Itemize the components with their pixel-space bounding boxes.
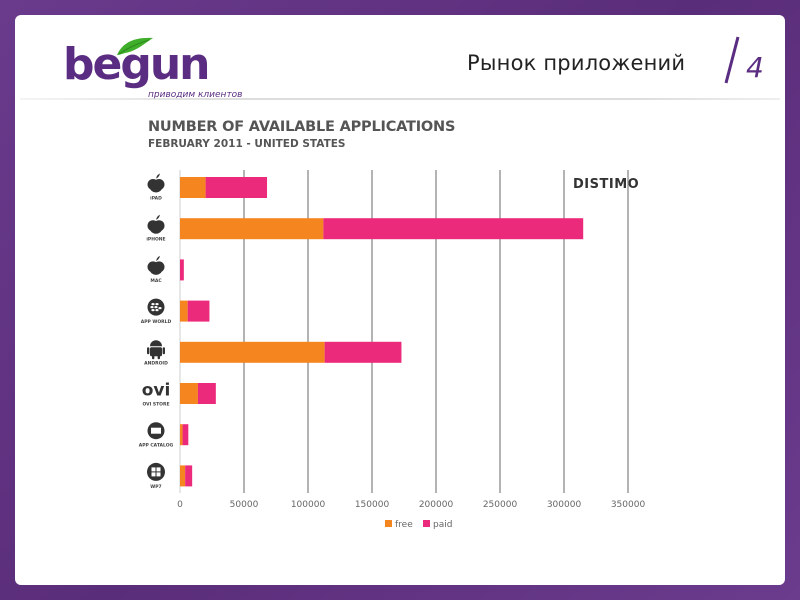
leaf-icon: [117, 37, 153, 55]
slide: begun приводим клиентов Рынок приложений…: [15, 15, 785, 585]
bar-chart: 0 50000 100000 150000 200000 250000 300000 3500…: [139, 170, 646, 530]
blackberry-icon: [147, 298, 165, 316]
chart-subtitle: FEBRUARY 2011 - UNITED STATES: [148, 138, 346, 150]
palm-app-catalog-icon: [147, 422, 165, 440]
x-tick-label: 250000: [483, 500, 518, 510]
header-divider: [20, 98, 780, 100]
category-label: APP CATALOG: [139, 443, 174, 449]
bar-free: [180, 341, 325, 363]
begun-logo: begun приводим клиентов: [63, 33, 263, 100]
category-label: iPAD: [150, 196, 162, 202]
logo-wordmark: begun: [63, 39, 210, 90]
bar-free: [180, 465, 186, 487]
apple-icon: [147, 255, 165, 275]
legend-swatch-free: [385, 520, 392, 527]
legend-swatch-paid: [423, 520, 430, 527]
ovi-icon: ovi: [142, 381, 171, 401]
x-tick-label: 100000: [291, 500, 326, 510]
chart-title: NUMBER OF AVAILABLE APPLICATIONS: [148, 119, 456, 135]
android-icon: [147, 340, 165, 360]
category-label: MAC: [150, 278, 162, 284]
page-title: Рынок приложений: [467, 51, 686, 75]
logo-tagline: приводим клиентов: [148, 90, 243, 100]
svg-text:ovi: ovi: [142, 381, 171, 401]
bar-paid: [185, 465, 193, 487]
x-tick-label: 300000: [547, 500, 582, 510]
category-label: WP7: [150, 484, 161, 490]
bar-paid: [182, 424, 189, 446]
page-number: 4: [746, 51, 764, 84]
bar-paid: [187, 300, 210, 322]
category-label: ANDROID: [144, 360, 168, 366]
category-label: iPHONE: [146, 237, 165, 243]
bar-free: [180, 383, 198, 404]
bar-free: [180, 177, 206, 198]
slide-header: begun приводим клиентов Рынок приложений…: [15, 15, 785, 105]
legend-label-free: free: [395, 520, 413, 530]
x-tick-label: 150000: [355, 500, 390, 510]
bar-paid: [324, 341, 402, 363]
bar-paid: [323, 218, 584, 240]
bar-free: [180, 424, 183, 446]
distimo-brand: DISTIMO: [573, 177, 640, 192]
x-tick-label: 50000: [230, 500, 259, 510]
category-label: APP WORLD: [141, 319, 172, 325]
apple-icon: [147, 214, 165, 234]
bar-paid: [180, 259, 184, 281]
bar-paid: [197, 383, 216, 404]
bar-free: [180, 300, 188, 322]
category-label: OVI STORE: [142, 402, 169, 408]
windows-icon: [147, 462, 165, 481]
bar-paid: [205, 177, 268, 198]
x-tick-label: 0: [177, 500, 183, 510]
x-tick-label: 200000: [419, 500, 454, 510]
bar-free: [180, 218, 324, 240]
x-tick-label: 350000: [611, 500, 646, 510]
apple-icon: [147, 173, 165, 193]
slash-divider: [724, 36, 740, 84]
legend-label-paid: paid: [433, 520, 452, 530]
